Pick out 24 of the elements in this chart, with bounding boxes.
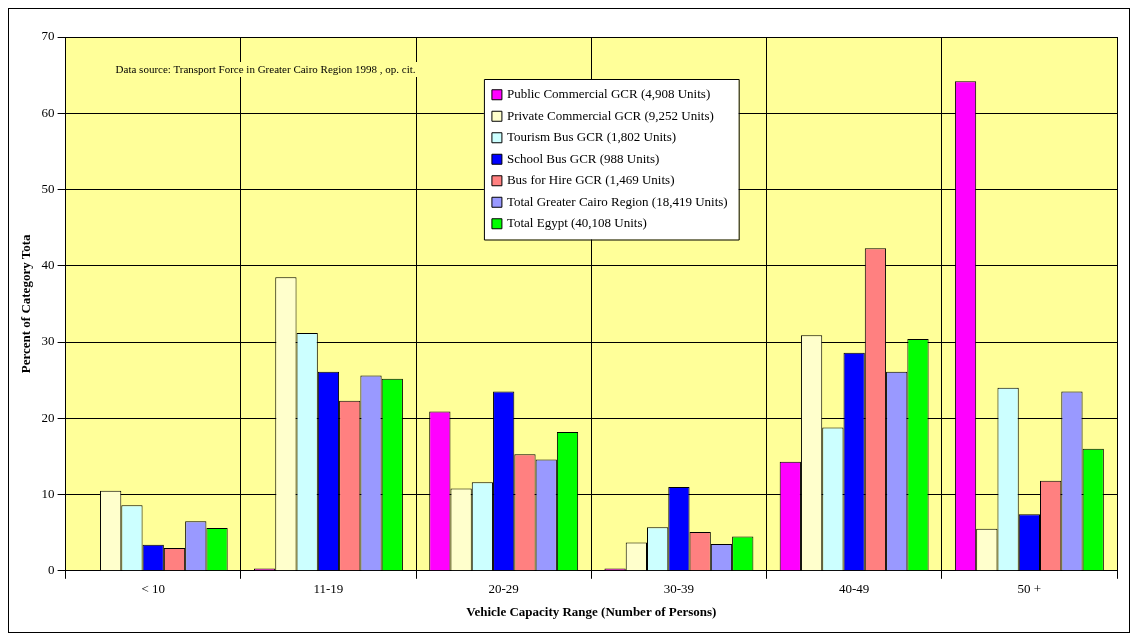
x-tick-label: 30-39 <box>663 581 695 597</box>
legend-label: School Bus GCR (988 Units) <box>506 150 660 166</box>
y-tick-label: 30 <box>41 333 55 349</box>
y-tick-label: 70 <box>41 28 55 44</box>
y-tick-label: 10 <box>41 485 55 501</box>
y-tick-label: 40 <box>41 257 55 273</box>
y-axis-title: Percent of Category Tota <box>18 234 34 374</box>
annotation: Data source: Transport Force in Greater Cairo Region 1998 , op. cit. <box>115 62 416 75</box>
legend-label: Total Greater Cairo Region (18,419 Units) <box>506 193 728 209</box>
x-tick-label: 11-19 <box>313 581 344 597</box>
x-tick-label: 50 + <box>1017 581 1042 597</box>
legend-label: Public Commercial GCR (4,908 Units) <box>506 86 711 102</box>
x-axis-title: Vehicle Capacity Range (Number of Persons) <box>466 603 717 619</box>
y-tick-label: 0 <box>48 562 55 578</box>
x-tick-label: < 10 <box>141 581 166 597</box>
y-tick-label: 50 <box>41 180 55 196</box>
legend-label: Total Egypt (40,108 Units) <box>506 215 647 231</box>
y-tick-label: 20 <box>41 409 55 425</box>
x-tick-label: 20-29 <box>488 581 519 597</box>
x-tick-label: 40-49 <box>838 581 870 597</box>
y-tick-label: 60 <box>41 104 55 120</box>
legend-label: Private Commercial GCR (9,252 Units) <box>506 107 714 123</box>
legend-label: Tourism Bus GCR (1,802 Units) <box>506 129 677 145</box>
legend-label: Bus for Hire GCR (1,469 Units) <box>506 172 675 188</box>
